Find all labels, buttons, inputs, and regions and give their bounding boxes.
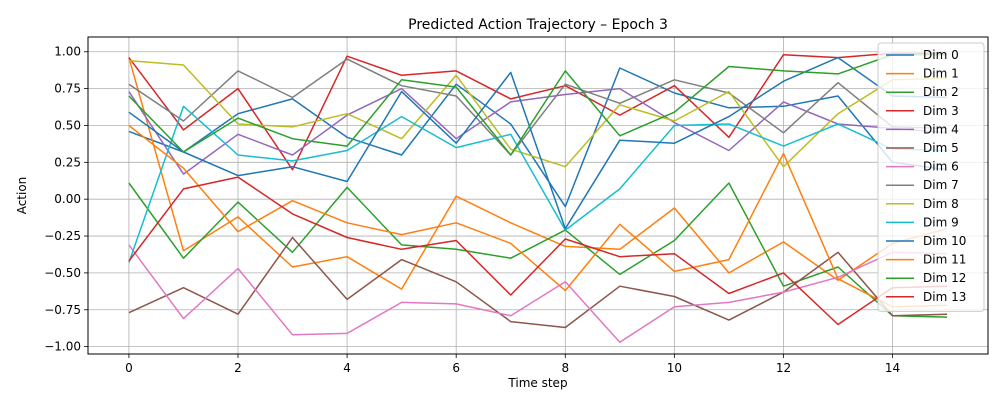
legend-label: Dim 12 bbox=[923, 271, 966, 285]
series-lines bbox=[128, 52, 948, 343]
x-tick-label: 6 bbox=[452, 361, 460, 375]
grid bbox=[88, 37, 988, 354]
legend: Dim 0 Dim 1 Dim 2 Dim 3 Dim 4 Dim 5 Dim 6 Dim 7… bbox=[877, 42, 985, 312]
series-line-dim-8 bbox=[128, 59, 948, 168]
x-tick-label: 8 bbox=[561, 361, 569, 375]
y-tick-label: −0.50 bbox=[44, 266, 81, 280]
legend-label: Dim 2 bbox=[923, 85, 959, 99]
y-axis-ticks: −1.00 −0.75 −0.50 −0.25 0.00 0.25 0.50 0.75 1.00 bbox=[44, 45, 88, 354]
y-tick-label: 0.00 bbox=[54, 192, 81, 206]
series-line-dim-9 bbox=[128, 105, 948, 263]
series-line-dim-7 bbox=[128, 58, 948, 156]
legend-label: Dim 3 bbox=[923, 104, 959, 118]
x-tick-label: 10 bbox=[667, 361, 682, 375]
y-tick-label: 0.50 bbox=[54, 118, 81, 132]
x-axis-ticks: 0 2 4 6 8 10 12 14 bbox=[125, 354, 900, 375]
y-tick-label: −1.00 bbox=[44, 340, 81, 354]
series-line-dim-12 bbox=[128, 53, 948, 156]
legend-label: Dim 8 bbox=[923, 197, 959, 211]
x-tick-label: 0 bbox=[125, 361, 133, 375]
y-tick-label: 0.25 bbox=[54, 155, 81, 169]
y-tick-label: −0.25 bbox=[44, 229, 81, 243]
x-tick-label: 14 bbox=[885, 361, 900, 375]
legend-label: Dim 9 bbox=[923, 215, 959, 229]
legend-label: Dim 1 bbox=[923, 67, 959, 81]
y-axis-title: Action bbox=[15, 177, 29, 215]
series-line-dim-4 bbox=[128, 87, 948, 175]
plot-frame bbox=[87, 36, 989, 355]
y-tick-label: 1.00 bbox=[54, 45, 81, 59]
x-tick-label: 4 bbox=[343, 361, 351, 375]
legend-label: Dim 13 bbox=[923, 290, 966, 304]
legend-label: Dim 7 bbox=[923, 178, 959, 192]
series-line-dim-13 bbox=[128, 176, 948, 326]
x-axis-title: Time step bbox=[507, 376, 567, 390]
legend-label: Dim 5 bbox=[923, 141, 959, 155]
y-tick-label: −0.75 bbox=[44, 303, 81, 317]
legend-label: Dim 11 bbox=[923, 253, 966, 267]
series-line-dim-6 bbox=[128, 244, 948, 343]
series-line-dim-10 bbox=[128, 56, 948, 230]
x-tick-label: 2 bbox=[234, 361, 242, 375]
series-line-dim-0 bbox=[128, 67, 948, 208]
series-line-dim-5 bbox=[128, 236, 948, 329]
series-line-dim-2 bbox=[128, 182, 948, 318]
legend-label: Dim 4 bbox=[923, 122, 959, 136]
y-tick-label: 0.75 bbox=[54, 82, 81, 96]
series-line-dim-1 bbox=[128, 57, 948, 290]
chart-title: Predicted Action Trajectory – Epoch 3 bbox=[408, 17, 668, 33]
legend-label: Dim 10 bbox=[923, 234, 966, 248]
legend-label: Dim 6 bbox=[923, 160, 959, 174]
legend-label: Dim 0 bbox=[923, 48, 959, 62]
x-tick-label: 12 bbox=[776, 361, 791, 375]
